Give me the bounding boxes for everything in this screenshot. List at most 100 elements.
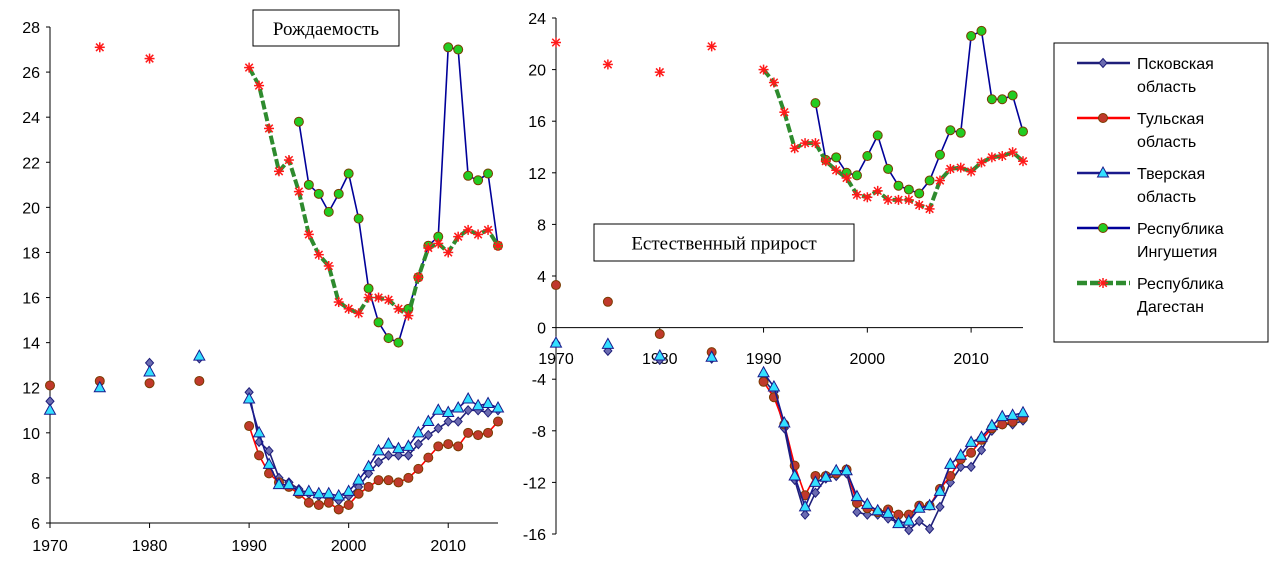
data-point <box>966 447 977 458</box>
data-point <box>757 365 770 378</box>
data-point <box>443 416 453 427</box>
data-point <box>244 62 255 73</box>
data-point <box>333 297 344 308</box>
data-point <box>363 292 374 303</box>
data-point <box>914 200 925 211</box>
data-point <box>353 213 364 224</box>
data-point <box>473 229 484 240</box>
series-3 <box>810 25 1028 199</box>
data-point <box>935 501 945 513</box>
data-point <box>473 430 484 441</box>
data-point <box>493 240 503 251</box>
y-tick-label: 6 <box>31 516 40 533</box>
data-point <box>443 247 454 258</box>
y-tick-label: 22 <box>22 155 40 172</box>
data-point <box>975 430 988 442</box>
chart-title: Рождаемость <box>273 19 380 40</box>
data-point <box>767 379 781 392</box>
data-point <box>964 435 978 447</box>
data-point <box>840 463 853 476</box>
x-tick-label: 2010 <box>953 351 989 368</box>
data-point <box>463 224 474 235</box>
x-tick-label: 1980 <box>132 538 168 555</box>
data-point <box>995 409 1009 422</box>
data-point <box>549 336 563 348</box>
data-point <box>923 498 936 511</box>
data-point <box>934 175 945 186</box>
legend-label: Республика Дагестан <box>1137 276 1224 316</box>
data-point <box>976 25 987 36</box>
data-point <box>302 484 316 496</box>
legend-marker <box>1098 57 1108 69</box>
data-point <box>303 497 314 508</box>
data-point <box>851 170 862 181</box>
data-point <box>810 138 821 149</box>
data-point <box>924 175 935 186</box>
x-tick-label: 1990 <box>231 538 267 555</box>
x-tick-label: 2000 <box>331 538 367 555</box>
data-point <box>254 80 265 91</box>
data-point <box>945 125 956 136</box>
data-point <box>293 186 304 197</box>
data-point <box>819 470 833 482</box>
data-point <box>810 98 821 109</box>
legend-label: Тверская область <box>1137 166 1205 206</box>
y-tick-label: 16 <box>528 114 546 131</box>
data-point <box>966 166 977 177</box>
legend: Псковская область Тульская область Тверская о… <box>1053 42 1269 343</box>
y-tick-label: 16 <box>22 291 40 308</box>
data-point <box>383 294 394 305</box>
data-point <box>471 398 485 411</box>
data-point <box>373 456 384 468</box>
data-point <box>976 157 987 168</box>
data-point <box>423 242 434 253</box>
data-point <box>903 194 914 205</box>
y-tick-label: 24 <box>22 110 40 127</box>
birth-rate-chart: 6 8 10 12 14 16 18 20 22 24 26 28 1970 1980 1990 2000 20… <box>22 9 505 555</box>
data-point <box>272 477 286 490</box>
data-point <box>343 499 354 510</box>
data-point <box>798 499 812 512</box>
data-point <box>883 163 894 174</box>
data-point <box>872 130 883 141</box>
data-point <box>403 450 414 461</box>
data-point <box>473 175 484 186</box>
data-point <box>423 452 434 463</box>
data-point <box>986 94 997 105</box>
data-point <box>451 400 465 413</box>
data-point <box>810 487 821 498</box>
y-tick-label: 24 <box>528 11 546 28</box>
data-point <box>194 375 205 386</box>
data-point <box>303 229 314 240</box>
data-point <box>1006 408 1019 420</box>
data-point <box>144 378 155 389</box>
data-point <box>851 189 862 200</box>
data-point <box>985 418 999 431</box>
data-point <box>777 416 791 428</box>
data-point <box>551 280 561 291</box>
data-point <box>323 206 334 217</box>
legend-marker <box>1098 223 1108 233</box>
data-point <box>242 391 256 404</box>
legend-marker <box>1098 278 1108 288</box>
data-point <box>883 194 894 205</box>
y-tick-label: 4 <box>537 269 546 286</box>
data-point <box>491 400 505 413</box>
legend-label: Псковская область <box>1137 56 1214 96</box>
data-point <box>333 504 344 515</box>
y-tick-label: 26 <box>22 65 40 82</box>
data-point <box>653 348 667 361</box>
data-point <box>914 515 924 527</box>
chart-title-box: Рождаемость <box>252 9 400 47</box>
data-point <box>829 463 843 476</box>
data-point <box>966 31 977 42</box>
data-point <box>966 461 976 473</box>
data-point <box>453 441 464 452</box>
data-point <box>453 231 464 242</box>
data-point <box>483 427 494 438</box>
data-point <box>924 523 935 535</box>
x-tick-label: 2010 <box>430 538 466 555</box>
data-point <box>413 272 424 283</box>
data-point <box>483 168 494 179</box>
data-point <box>363 481 374 492</box>
